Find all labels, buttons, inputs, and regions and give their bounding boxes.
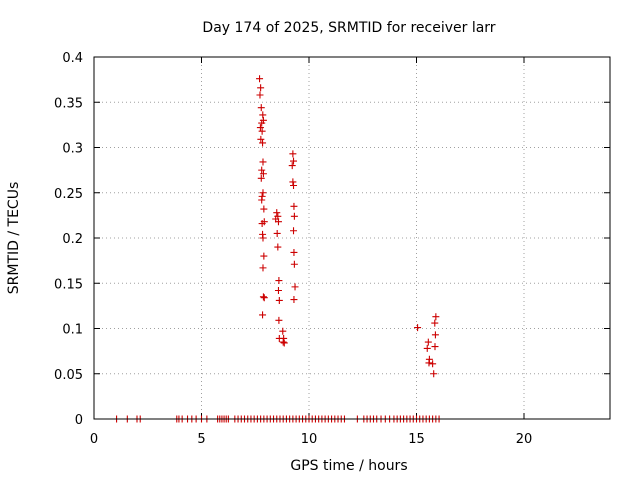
data-point — [288, 162, 296, 170]
data-point — [279, 327, 287, 335]
data-point — [290, 202, 298, 210]
data-point — [259, 111, 267, 119]
y-tick-label: 0.2 — [62, 232, 83, 247]
y-tick-label: 0.1 — [62, 323, 83, 338]
data-point — [290, 296, 298, 304]
axis-ticks: 0 0.05 0.1 0.15 0.2 0.25 0.3 0.35 0.4 0 5 10 15 20 — [54, 51, 610, 447]
chart-title: Day 174 of 2025, SRMTID for receiver lar… — [202, 20, 495, 36]
data-point — [275, 316, 283, 324]
data-point — [290, 260, 298, 268]
data-point — [258, 196, 266, 204]
x-tick-label: 0 — [90, 432, 98, 447]
data-point — [431, 343, 439, 351]
data-point — [259, 170, 267, 178]
x-tick-label: 5 — [197, 432, 205, 447]
y-tick-label: 0.35 — [54, 96, 83, 111]
x-tick-label: 15 — [408, 432, 425, 447]
data-point — [280, 339, 288, 347]
y-tick-label: 0 — [75, 413, 83, 428]
data-point — [290, 248, 298, 256]
data-point — [430, 370, 438, 378]
data-point — [275, 277, 283, 285]
data-point — [431, 319, 439, 327]
data-point — [259, 189, 267, 197]
data-point — [274, 286, 282, 294]
data-point — [260, 294, 268, 302]
data-point — [259, 158, 267, 166]
plot-frame — [93, 56, 611, 420]
data-point — [279, 338, 287, 346]
data-point — [259, 139, 267, 147]
x-axis-label: GPS time / hours — [290, 458, 407, 474]
y-tick-label: 0.05 — [54, 368, 83, 383]
data-point — [257, 135, 265, 143]
data-points — [113, 75, 443, 423]
data-point — [290, 212, 298, 220]
data-point — [274, 243, 282, 251]
data-point — [258, 166, 266, 174]
data-point — [259, 234, 267, 242]
data-point — [259, 264, 267, 272]
y-tick-label: 0.3 — [62, 142, 83, 157]
y-tick-label: 0.15 — [54, 277, 83, 292]
data-point — [273, 209, 281, 217]
data-point — [256, 91, 264, 99]
data-point — [257, 104, 265, 112]
data-point — [273, 229, 281, 237]
data-point — [258, 119, 266, 127]
x-tick-label: 20 — [516, 432, 533, 447]
grid — [94, 57, 610, 419]
data-point — [258, 127, 266, 135]
x-tick-label: 10 — [301, 432, 318, 447]
data-point — [275, 296, 283, 304]
data-point — [258, 220, 266, 228]
data-point — [290, 157, 298, 165]
data-point — [259, 293, 267, 301]
data-point — [290, 182, 298, 190]
data-point — [425, 359, 433, 367]
data-point — [260, 252, 268, 260]
data-point — [432, 313, 440, 321]
y-tick-label: 0.4 — [62, 51, 83, 66]
data-point — [289, 178, 297, 186]
data-point — [424, 338, 432, 346]
data-point — [290, 227, 298, 235]
data-point — [259, 311, 267, 319]
data-point — [256, 124, 264, 132]
data-point — [291, 283, 299, 291]
data-point — [414, 324, 422, 332]
data-point — [431, 331, 439, 339]
data-point — [274, 218, 282, 226]
data-point — [257, 84, 265, 92]
y-tick-label: 0.25 — [54, 187, 83, 202]
data-point — [423, 344, 431, 352]
y-axis-label: SRMTID / TECUs — [6, 182, 22, 295]
data-point — [257, 174, 265, 182]
data-point — [429, 360, 437, 368]
data-point — [289, 150, 297, 158]
data-point — [256, 75, 264, 83]
data-point — [260, 205, 268, 213]
